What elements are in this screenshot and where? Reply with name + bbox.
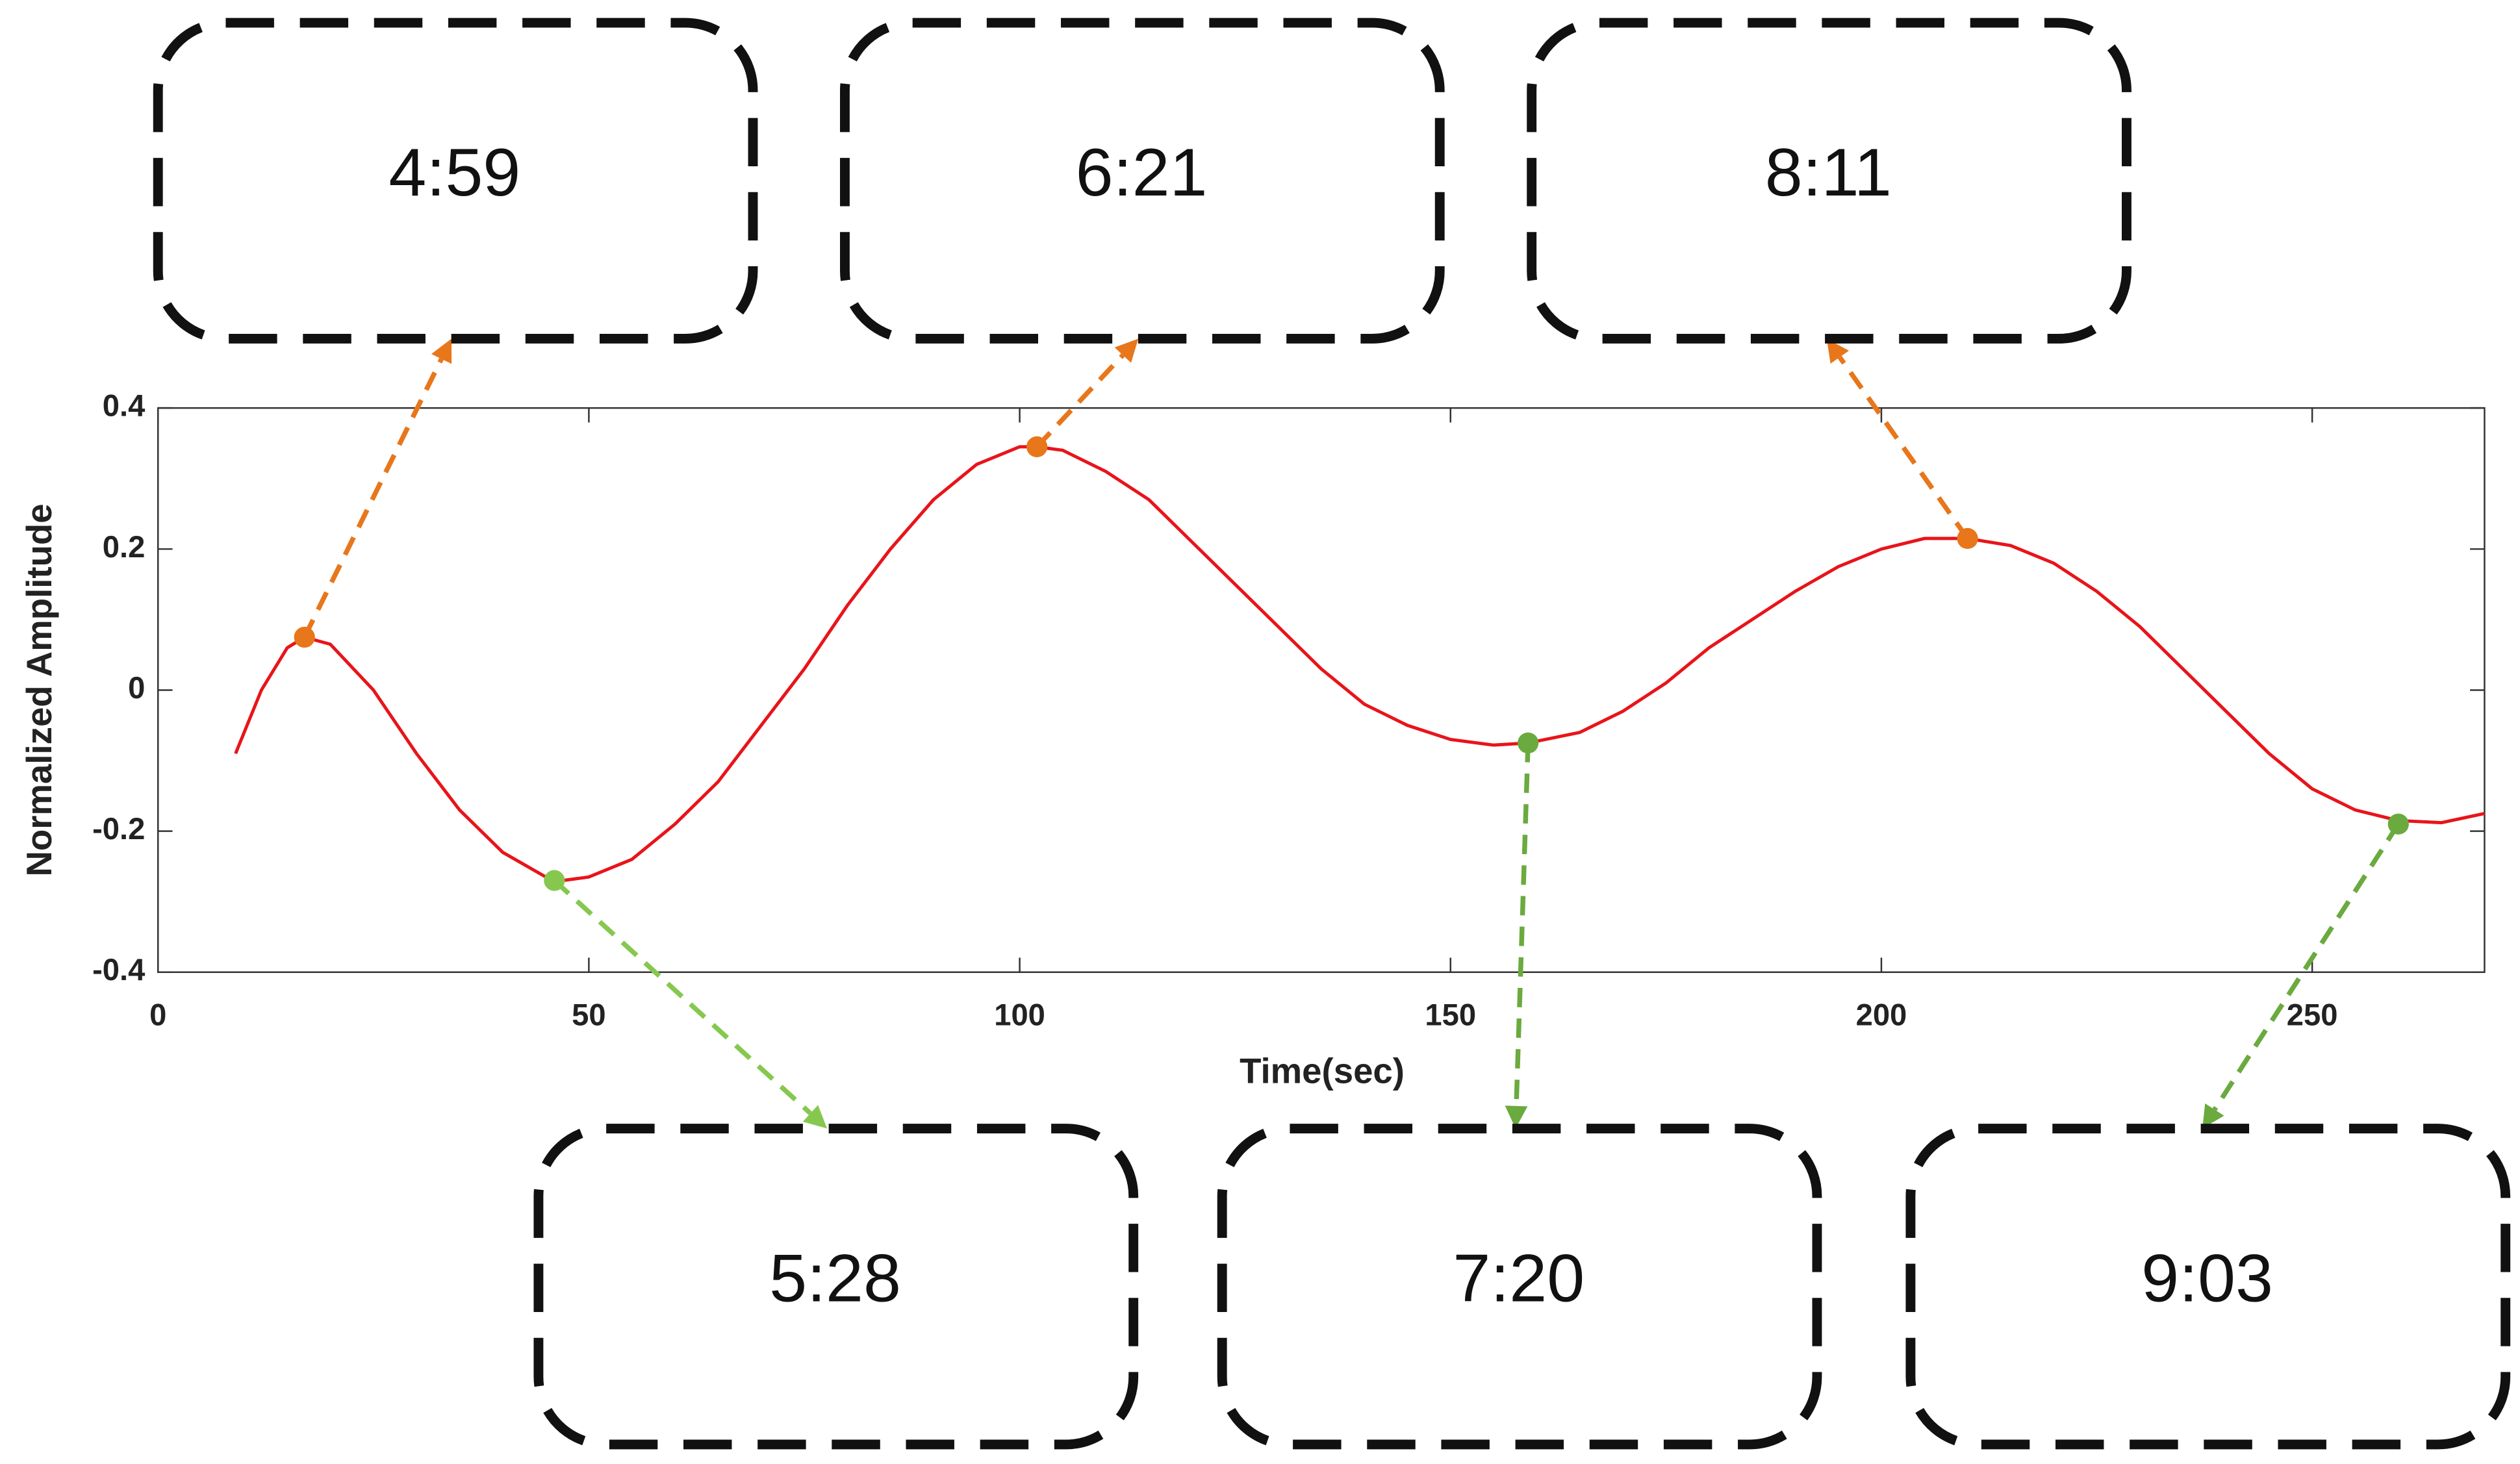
arrow-line — [302, 357, 444, 638]
x-tick-label: 150 — [1425, 998, 1476, 1032]
marker — [1518, 732, 1539, 754]
y-tick-label: -0.2 — [92, 811, 145, 846]
arrow-head — [1826, 338, 1850, 364]
marker — [544, 870, 565, 891]
arrow-head — [1114, 338, 1139, 363]
y-tick-label: 0.4 — [103, 388, 146, 423]
y-axis-label: Normalized Amplitude — [19, 503, 59, 876]
arrow-line — [1035, 353, 1125, 449]
y-tick-label: 0 — [128, 670, 145, 705]
annotation-box — [1527, 18, 2132, 344]
arrow-head — [2202, 1103, 2224, 1129]
annotation-label: 7:20 — [1453, 1241, 1585, 1316]
marker — [1026, 436, 1048, 458]
annotation-box — [1217, 1124, 1822, 1450]
arrow-head — [802, 1105, 828, 1129]
y-tick-label: 0.2 — [103, 529, 146, 564]
marker — [294, 626, 315, 648]
y-tick-label: -0.4 — [92, 952, 145, 987]
arrow-head — [1505, 1105, 1528, 1129]
arrow-line — [1514, 742, 1531, 1106]
annotation-box — [153, 18, 758, 344]
x-tick-label: 50 — [572, 998, 605, 1032]
x-axis-label: Time(sec) — [1240, 1052, 1405, 1091]
annotation-label: 6:21 — [1076, 135, 1208, 210]
plot-frame — [157, 407, 2486, 974]
annotation-label: 4:59 — [388, 135, 520, 210]
annotation-box — [533, 1124, 1139, 1450]
arrow-head — [431, 338, 452, 364]
annotation-label: 9:03 — [2141, 1241, 2273, 1316]
arrow-line — [1837, 355, 1970, 540]
annotation-box — [1905, 1124, 2511, 1450]
x-tick-label: 100 — [994, 998, 1045, 1032]
marker — [2387, 813, 2409, 835]
x-tick-label: 250 — [2287, 998, 2338, 1032]
annotation-box — [840, 18, 1445, 344]
marker — [1957, 527, 1978, 549]
arrow-line — [552, 878, 812, 1115]
x-tick-label: 0 — [149, 998, 166, 1032]
line — [234, 445, 2485, 883]
arrow-line — [2212, 822, 2400, 1111]
x-tick-label: 200 — [1856, 998, 1907, 1032]
annotation-label: 5:28 — [769, 1241, 901, 1316]
annotation-label: 8:11 — [1765, 135, 1892, 210]
